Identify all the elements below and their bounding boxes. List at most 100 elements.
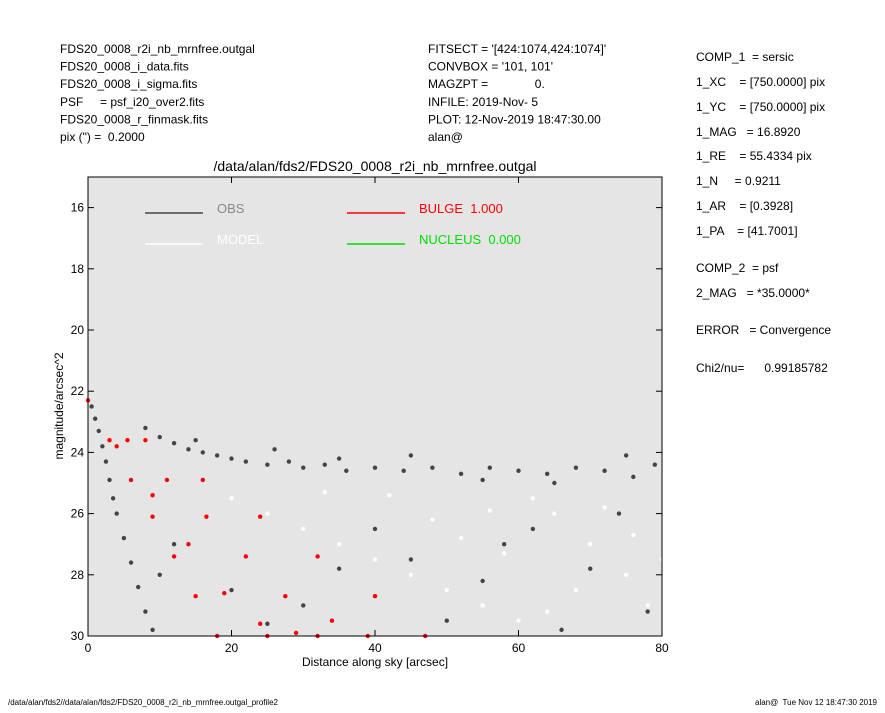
data-point — [301, 526, 306, 532]
data-point — [229, 496, 234, 501]
data-point — [301, 603, 306, 608]
fit-parameter: 1_N = 0.9211 — [696, 174, 781, 188]
data-point — [430, 517, 435, 522]
data-point — [114, 444, 119, 449]
fit-parameter: ERROR = Convergence — [696, 323, 831, 337]
data-point — [258, 514, 263, 519]
header-left: pix (") = 0.2000 — [60, 130, 145, 144]
data-point — [157, 572, 162, 577]
data-point — [258, 621, 263, 626]
data-point — [501, 551, 507, 556]
data-point — [107, 437, 112, 443]
header-middle: PLOT: 12-Nov-2019 18:47:30.00 — [428, 112, 601, 126]
data-point — [193, 437, 198, 443]
data-point — [150, 514, 155, 519]
x-axis-label: Distance along sky [arcsec] — [302, 655, 448, 669]
data-point — [408, 572, 414, 577]
data-point — [545, 609, 550, 614]
header-left: PSF = psf_i20_over2.fits — [60, 95, 204, 109]
data-point — [573, 587, 579, 593]
y-tick-label: 26 — [71, 507, 85, 521]
data-point — [329, 618, 335, 623]
data-point — [487, 508, 492, 513]
data-point — [444, 587, 449, 593]
legend-label: MODEL — [217, 232, 263, 247]
data-point — [387, 493, 392, 498]
y-tick-label: 28 — [71, 568, 85, 582]
data-point — [516, 618, 521, 623]
data-point — [430, 465, 435, 470]
data-point — [143, 425, 148, 431]
data-point — [322, 462, 327, 467]
data-point — [623, 453, 629, 458]
y-tick-label: 18 — [71, 262, 85, 276]
fit-parameter: 1_AR = [0.3928] — [696, 199, 793, 213]
y-tick-label: 30 — [71, 629, 85, 643]
y-tick-label: 24 — [71, 445, 85, 459]
data-point — [344, 468, 349, 473]
data-point — [458, 471, 464, 477]
data-point — [408, 557, 414, 562]
data-point — [372, 557, 378, 562]
data-point — [125, 437, 130, 443]
data-point — [100, 444, 105, 449]
fit-parameter: Chi2/nu= 0.99185782 — [696, 361, 828, 375]
x-tick-label: 20 — [225, 641, 239, 655]
x-tick-label: 80 — [655, 641, 669, 655]
data-point — [552, 511, 557, 516]
y-tick-label: 22 — [71, 384, 85, 398]
data-point — [530, 526, 536, 532]
data-point — [545, 471, 550, 477]
data-point — [401, 468, 406, 473]
data-point — [336, 566, 342, 571]
data-point — [96, 428, 101, 434]
data-point — [143, 609, 148, 614]
data-point — [186, 542, 191, 547]
data-point — [301, 465, 306, 470]
data-point — [103, 459, 109, 464]
data-point — [616, 511, 622, 516]
data-point — [157, 434, 162, 440]
data-point — [487, 465, 492, 470]
data-point — [602, 468, 607, 473]
header-left: FDS20_0008_r2i_nb_mrnfree.outgal — [60, 42, 255, 56]
data-point — [150, 627, 155, 633]
data-point — [480, 603, 485, 608]
data-point — [293, 630, 299, 636]
fit-parameter: 1_MAG = 16.8920 — [696, 125, 801, 139]
data-point — [143, 437, 148, 443]
fit-parameter: 1_XC = [750.0000] pix — [696, 75, 825, 89]
y-tick-label: 16 — [71, 201, 85, 215]
data-point — [652, 462, 658, 467]
data-point — [164, 477, 170, 483]
x-tick-label: 40 — [368, 641, 382, 655]
data-point — [204, 514, 209, 519]
data-point — [136, 584, 141, 590]
fit-parameter: COMP_2 = psf — [696, 261, 779, 275]
data-point — [214, 453, 220, 458]
legend-label: BULGE 1.000 — [419, 201, 503, 216]
data-point — [645, 603, 650, 608]
data-point — [200, 477, 205, 483]
data-point — [480, 477, 485, 483]
data-point — [315, 554, 320, 559]
data-point — [573, 465, 579, 470]
data-point — [243, 459, 249, 464]
data-point — [110, 496, 116, 501]
data-point — [631, 474, 636, 480]
footer-left: /data/alan/fds2//data/alan/fds2/FDS20_00… — [8, 698, 279, 707]
legend-label: OBS — [217, 201, 245, 216]
data-point — [107, 477, 112, 483]
data-point — [336, 456, 342, 461]
data-point — [229, 587, 234, 593]
data-point — [530, 496, 536, 501]
header-left: FDS20_0008_i_sigma.fits — [60, 77, 197, 91]
data-point — [645, 609, 650, 614]
data-point — [265, 621, 270, 626]
data-point — [631, 532, 636, 538]
data-point — [200, 450, 205, 455]
chart-title: /data/alan/fds2/FDS20_0008_r2i_nb_mrnfre… — [214, 158, 537, 174]
x-tick-label: 60 — [512, 641, 526, 655]
header-middle: alan@ — [428, 130, 463, 144]
